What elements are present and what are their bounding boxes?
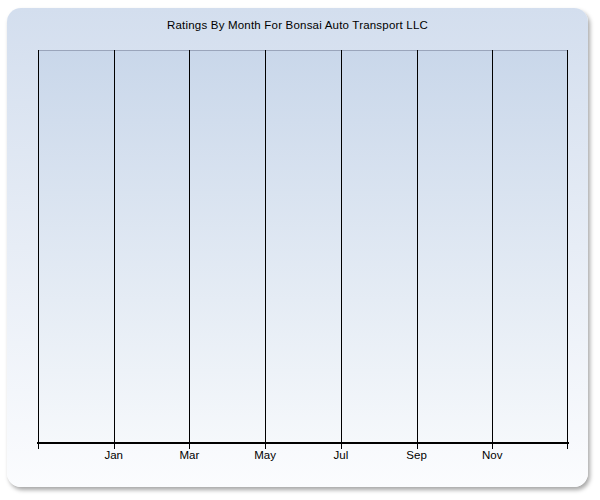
x-tick-label-sep: Sep — [406, 449, 426, 461]
x-axis: Jan Mar May Jul Sep Nov — [38, 442, 568, 472]
plot-left-border — [38, 50, 39, 442]
x-tick-label-mar: Mar — [180, 449, 200, 461]
x-tick-label-may: May — [254, 449, 276, 461]
x-axis-line — [37, 442, 569, 444]
x-tick-label-jul: Jul — [333, 449, 348, 461]
x-tick-label-jan: Jan — [104, 449, 123, 461]
gridline-jul — [341, 50, 342, 442]
gridline-jan — [114, 50, 115, 442]
x-axis-tick — [38, 444, 39, 449]
x-tick-label-nov: Nov — [482, 449, 502, 461]
page-background: Ratings By Month For Bonsai Auto Transpo… — [0, 0, 600, 500]
chart-panel: Ratings By Month For Bonsai Auto Transpo… — [7, 8, 588, 487]
plot-area — [38, 50, 568, 442]
plot-right-border — [567, 50, 568, 442]
gridline-may — [265, 50, 266, 442]
x-axis-tick — [567, 444, 568, 449]
plot-top-border — [38, 50, 568, 51]
gridline-nov — [492, 50, 493, 442]
gridline-mar — [189, 50, 190, 442]
gridline-sep — [417, 50, 418, 442]
chart-title: Ratings By Month For Bonsai Auto Transpo… — [7, 19, 588, 31]
